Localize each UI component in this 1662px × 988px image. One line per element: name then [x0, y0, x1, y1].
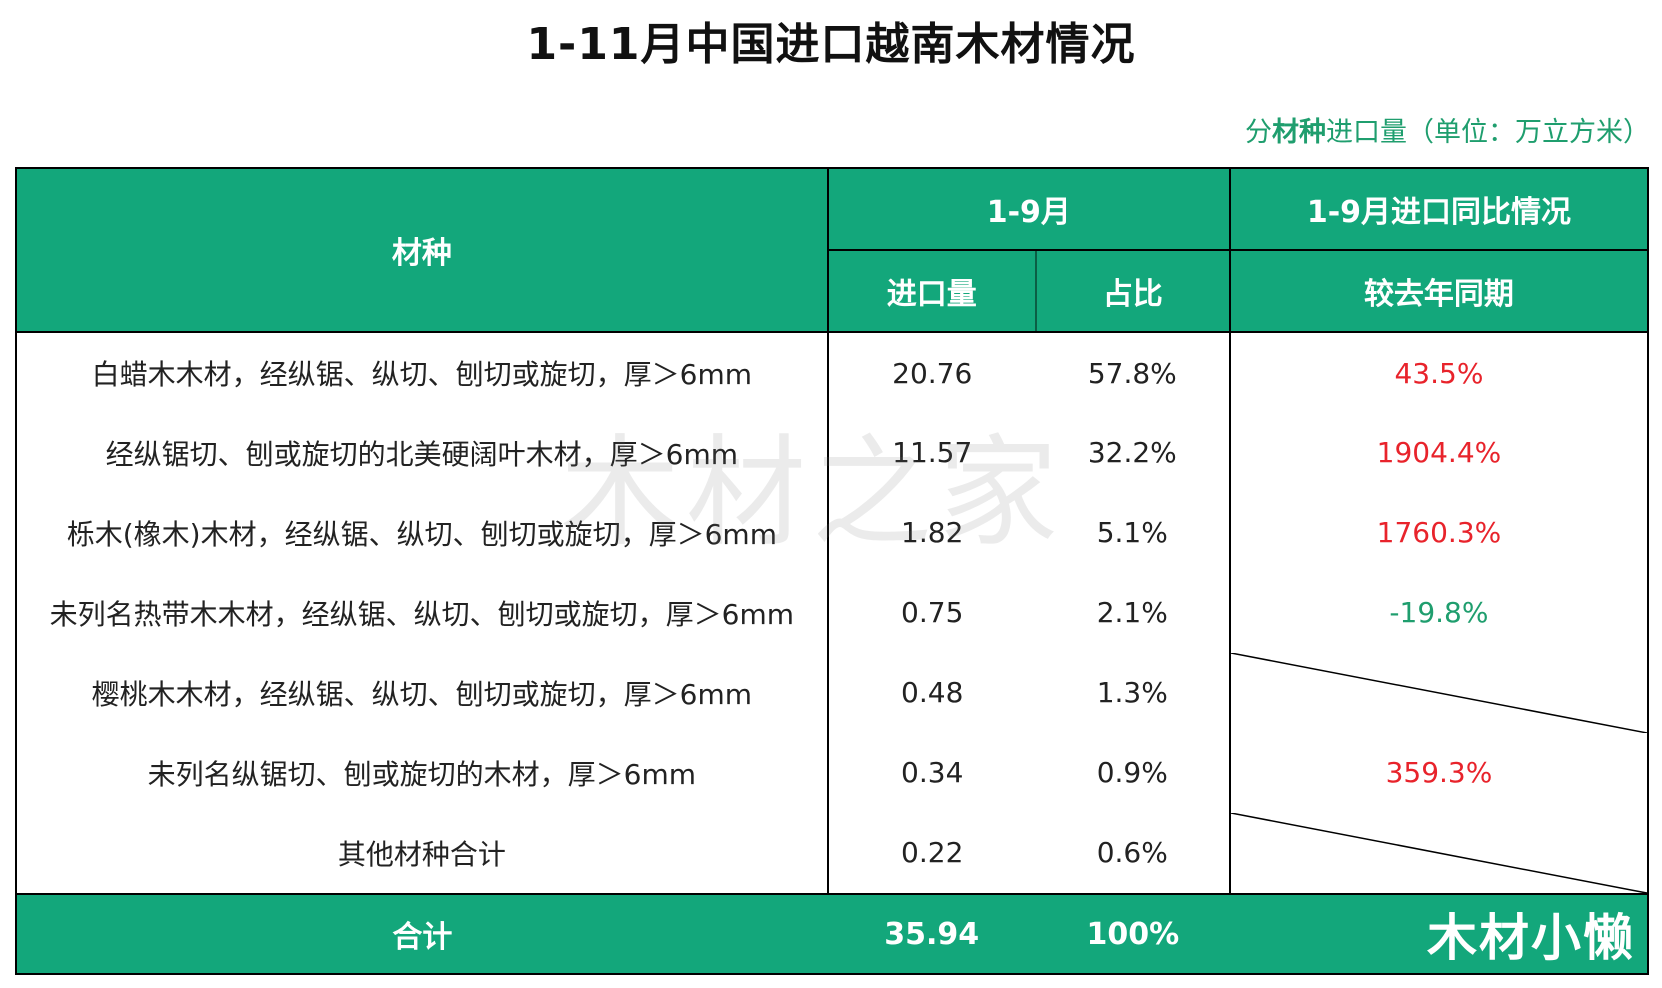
- total-qty: 35.94: [827, 893, 1036, 975]
- brand-signature: 木材小懒: [1229, 893, 1650, 975]
- import-share: 0.6%: [1035, 812, 1231, 894]
- table-row: 其他材种合计 0.22 0.6%: [15, 812, 1650, 894]
- yoy-not-applicable-cell: [1229, 812, 1650, 894]
- unit-note-bold: 材种: [1272, 117, 1326, 148]
- header-yoy: 较去年同期: [1228, 249, 1650, 333]
- table-row: 樱桃木木材，经纵锯、纵切、刨切或旋切，厚＞6mm 0.48 1.3%: [15, 652, 1650, 733]
- species-name: 未列名热带木木材，经纵锯、纵切、刨切或旋切，厚＞6mm: [15, 572, 829, 653]
- unit-note-prefix: 分: [1245, 117, 1272, 148]
- import-share: 32.2%: [1035, 413, 1231, 493]
- unit-note-suffix: 进口量（单位：万立方米）: [1326, 117, 1650, 148]
- table-row: 未列名纵锯切、刨或旋切的木材，厚＞6mm 0.34 0.9% 359.3%: [15, 732, 1650, 813]
- header-period: 1-9月: [826, 167, 1231, 251]
- yoy-change: 359.3%: [1229, 732, 1650, 813]
- import-share: 57.8%: [1035, 331, 1231, 413]
- yoy-change: 1904.4%: [1229, 413, 1650, 493]
- unit-note: 分材种进口量（单位：万立方米）: [1245, 110, 1650, 149]
- import-qty: 0.75: [901, 596, 964, 630]
- species-name: 其他材种合计: [15, 812, 829, 894]
- timber-import-table: 材种 1-9月 1-9月进口同比情况 进口量 占比 较去年同期 白蜡木木材，经纵…: [15, 167, 1650, 975]
- import-share: 1.3%: [1035, 652, 1231, 733]
- total-row: 合计 35.94 100% 木材小懒: [15, 893, 1650, 975]
- import-qty: 0.22: [901, 836, 964, 870]
- table-row: 白蜡木木材，经纵锯、纵切、刨切或旋切，厚＞6mm 20.76 57.8% 43.…: [15, 331, 1650, 413]
- yoy-change: 43.5%: [1229, 331, 1650, 413]
- import-share: 2.1%: [1035, 572, 1231, 653]
- import-qty: 11.57: [892, 436, 973, 470]
- table-row: 栎木(橡木)木材，经纵锯、纵切、刨切或旋切，厚＞6mm 1.82 5.1% 17…: [15, 492, 1650, 573]
- table-row: 未列名热带木木材，经纵锯、纵切、刨切或旋切，厚＞6mm 0.75 2.1% -1…: [15, 572, 1650, 653]
- import-qty: 0.48: [901, 676, 964, 710]
- yoy-change: 1760.3%: [1229, 492, 1650, 573]
- species-name: 白蜡木木材，经纵锯、纵切、刨切或旋切，厚＞6mm: [15, 331, 829, 413]
- species-name: 未列名纵锯切、刨或旋切的木材，厚＞6mm: [15, 732, 829, 813]
- species-name: 经纵锯切、刨或旋切的北美硬阔叶木材，厚＞6mm: [15, 413, 829, 493]
- species-name: 樱桃木木材，经纵锯、纵切、刨切或旋切，厚＞6mm: [15, 652, 829, 733]
- header-species: 材种: [15, 167, 829, 333]
- import-share: 5.1%: [1035, 492, 1231, 573]
- species-name: 栎木(橡木)木材，经纵锯、纵切、刨切或旋切，厚＞6mm: [15, 492, 829, 573]
- header-share: 占比: [1034, 249, 1231, 333]
- import-qty: 1.82: [901, 516, 964, 550]
- import-qty: 20.76: [827, 331, 1036, 413]
- import-share: 0.9%: [1035, 732, 1231, 813]
- total-share: 100%: [1035, 893, 1230, 975]
- table-row: 经纵锯切、刨或旋切的北美硬阔叶木材，厚＞6mm 11.57 32.2% 1904…: [15, 413, 1650, 493]
- header-yoy-group: 1-9月进口同比情况: [1228, 167, 1650, 251]
- page-title: 1-11月中国进口越南木材情况: [526, 19, 1136, 70]
- header-qty: 进口量: [826, 249, 1037, 333]
- yoy-change: -19.8%: [1229, 572, 1650, 653]
- yoy-not-applicable-cell: [1229, 652, 1650, 733]
- total-label: 合计: [15, 893, 828, 975]
- import-qty: 0.34: [901, 756, 964, 790]
- diagonal-slash: [1231, 813, 1647, 893]
- diagonal-slash: [1231, 653, 1647, 733]
